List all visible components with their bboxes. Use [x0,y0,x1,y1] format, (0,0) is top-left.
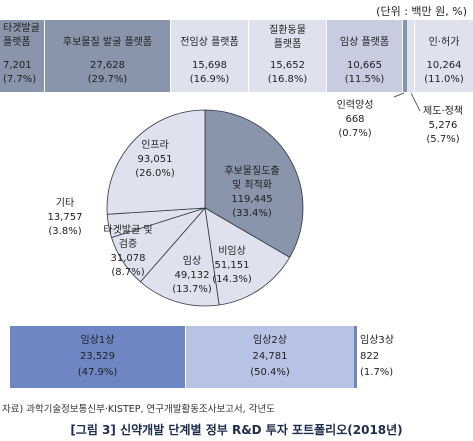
pie-label-text: (8.7%) [111,267,144,278]
cell-value: 7,201 [3,60,32,71]
cell-share: (29.7%) [87,74,128,85]
phase-value: 23,529 [80,351,115,362]
callout-share-training: (0.7%) [338,128,371,139]
cell-label: 후보물질 발굴 플랫폼 [62,37,153,48]
pie-label-text: (13.7%) [172,284,212,295]
pie-label-text: 51,151 [215,260,250,271]
cell-value: 15,652 [270,60,305,71]
pie-slices [106,109,304,307]
source-note: 자료) 과학기술정보통신부·KISTEP, 연구개발활동조사보고서, 각년도 [2,404,275,415]
cell-share: (11.5%) [344,74,385,85]
cell-value: 10,665 [347,60,382,71]
cell-label: 전임상 플랫폼 [180,37,239,48]
callout-share-policy: (5.7%) [426,134,459,145]
cell-label: 임상 플랫폼 [339,37,390,48]
pie-label-text: 임상 [183,254,201,267]
phase-label: 임상2상 [253,335,287,346]
cell-label: 타겟발굴 [3,23,40,34]
pie-label-text: 및 최적화 [232,179,272,191]
cell-share: (16.8%) [267,74,308,85]
phase-share: (47.9%) [77,367,118,378]
pie-label-text: (26.0%) [135,168,175,179]
pie-label-text: 타겟발굴 및 [103,224,152,236]
platform-cell-preclinical: 전임상 플랫폼 15,698 (16.9%) [171,20,249,92]
callout-label-training: 인력양성 [337,99,374,111]
pie-label-text: 31,078 [111,253,146,264]
cell-share: (16.9%) [189,74,230,85]
phase-label: 임상3상 [360,335,394,346]
cell-label: 인·허가 [428,37,460,48]
pie-label-text: 후보물질도출 [224,165,279,177]
platform-cell-target: 타겟발굴 플랫폼 7,201 (7.7%) [0,20,45,92]
slice-candidate [204,109,304,258]
callout-value-policy: 5,276 [429,120,458,131]
platform-cell-candidate: 후보물질 발굴 플랫폼 27,628 (29.7%) [45,20,171,92]
platform-cell-approval: 인·허가 10,264 (11.0%) [415,20,473,92]
platform-cell-clinical: 임상 플랫폼 10,665 (11.5%) [327,20,403,92]
phase-cell-3 [354,326,357,388]
pie-label-text: (3.8%) [48,226,81,237]
slice-nonclinical [204,207,291,306]
platform-cell-training [403,20,407,92]
cell-label: 플랫폼 [3,37,31,48]
cell-label: 질환동물 [269,25,306,36]
pie-label-text: 13,757 [48,212,83,223]
cell-value: 27,628 [90,60,125,71]
callout-leader-policy [410,92,421,112]
callout-value-training: 668 [345,114,364,125]
cell-label: 플랫폼 [273,39,302,50]
phase-value: 24,781 [252,351,288,362]
pie-label-text: 93,051 [138,154,173,165]
pie-chart: 인력양성 668 (0.7%) 제도·정책 5,276 (5.7%) 후보물질도… [48,92,463,307]
cell-share: (11.0%) [424,74,464,85]
pie-label-text: 기타 [56,197,74,209]
phase-cell-1: 임상1상 23,529 (47.9%) [10,326,186,388]
pie-label-text: 인프라 [141,139,169,151]
pie-label-text: (33.4%) [232,208,272,219]
pie-label-text: 49,132 [175,270,210,281]
clinical-phase-bar: 임상1상 23,529 (47.9%) 임상2상 24,781 (50.4%) … [0,326,473,388]
pie-label-text: (14.3%) [212,274,252,285]
figure-caption: [그림 3] 신약개발 단계별 정부 R&D 투자 포트폴리오(2018년) [70,423,403,437]
pie-label-text: 119,445 [231,194,272,205]
unit-note: (단위 : 백만 원, %) [376,5,467,18]
slice-infra [106,109,206,215]
pie-label-text: 검증 [119,238,137,250]
phase-label: 임상1상 [80,335,115,346]
callout-label-policy: 제도·정책 [423,105,463,117]
slice-clinical [139,207,220,307]
pie-label-text: 비임상 [218,244,246,257]
phase-cell-2: 임상2상 24,781 (50.4%) [186,326,354,388]
callout-leader-training [393,92,405,98]
cell-share: (7.7%) [3,74,37,85]
platform-breakdown-bar: 타겟발굴 플랫폼 7,201 (7.7%) 후보물질 발굴 플랫폼 27,628… [0,20,473,92]
phase-cell-3-label: 임상3상 822 (1.7%) [357,326,405,388]
platform-cell-animal: 질환동물 플랫폼 15,652 (16.8%) [249,20,327,92]
cell-value: 15,698 [192,60,227,71]
phase-value: 822 [360,351,380,362]
phase-share: (1.7%) [360,367,394,378]
cell-value: 10,264 [426,60,462,71]
phase-share: (50.4%) [250,367,290,378]
platform-cell-policy [407,20,415,92]
